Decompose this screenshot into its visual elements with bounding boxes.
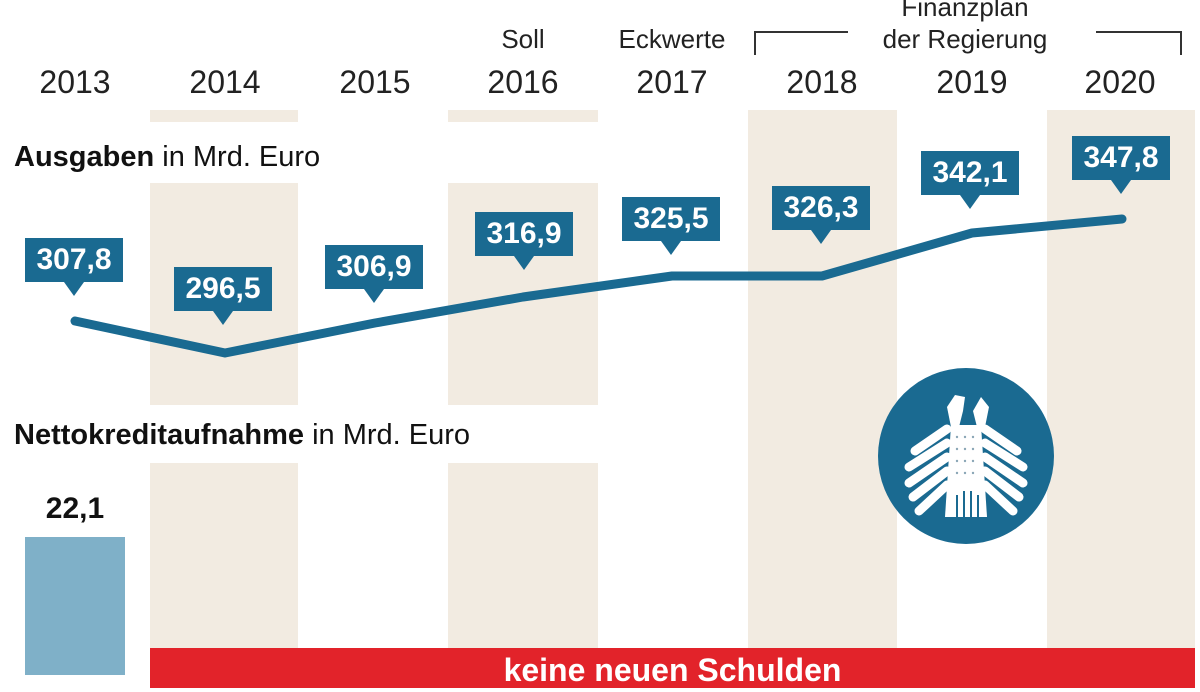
kredit-title: Nettokreditaufnahme in Mrd. Euro	[14, 418, 470, 452]
bar-value-2013: 22,1	[45, 492, 105, 525]
bar-2013	[25, 537, 125, 675]
callout-2017: 325,5	[622, 197, 720, 255]
column-band-2020	[1047, 110, 1195, 648]
callout-2018: 326,3	[772, 186, 870, 244]
federal-eagle-icon	[878, 368, 1054, 544]
soll-label: Soll	[501, 24, 545, 54]
callout-2014: 296,5	[174, 267, 272, 325]
column-band-2016-lower	[448, 463, 598, 648]
no-new-debt-banner: keine neuen Schulden	[150, 648, 1195, 688]
ausgaben-title: Ausgaben in Mrd. Euro	[14, 140, 320, 174]
year-label-2017: 2017	[636, 64, 708, 100]
column-band-2016-top	[448, 110, 598, 122]
year-label-2014: 2014	[189, 64, 261, 100]
callout-2015: 306,9	[325, 245, 423, 303]
column-band-2014-lower	[150, 463, 298, 648]
callout-2013: 307,8	[25, 238, 123, 296]
ausgaben-title-unit: in Mrd. Euro	[154, 141, 321, 173]
year-label-2019: 2019	[936, 64, 1008, 100]
callout-2019: 342,1	[921, 151, 1019, 209]
finanzplan-label-line2: der Regierung	[882, 24, 1048, 54]
year-label-2018: 2018	[786, 64, 858, 100]
column-band-2014-top	[150, 110, 298, 122]
callout-2016: 316,9	[475, 212, 573, 270]
finanzplan-bracket-right	[1096, 31, 1182, 55]
kredit-title-unit: in Mrd. Euro	[304, 419, 471, 451]
year-label-2015: 2015	[339, 64, 411, 100]
finanzplan-label-line1: Finanzplan	[901, 0, 1029, 22]
year-label-2020: 2020	[1084, 64, 1156, 100]
finanzplan-bracket-left	[754, 31, 848, 55]
year-label-2016: 2016	[487, 64, 559, 100]
ausgaben-title-bold: Ausgaben	[14, 141, 155, 173]
kredit-title-bold: Nettokreditaufnahme	[14, 419, 305, 451]
callout-2020: 347,8	[1072, 136, 1170, 194]
eckwerte-label: Eckwerte	[618, 24, 726, 54]
ausgaben-line	[70, 214, 1127, 358]
year-label-2013: 2013	[39, 64, 111, 100]
